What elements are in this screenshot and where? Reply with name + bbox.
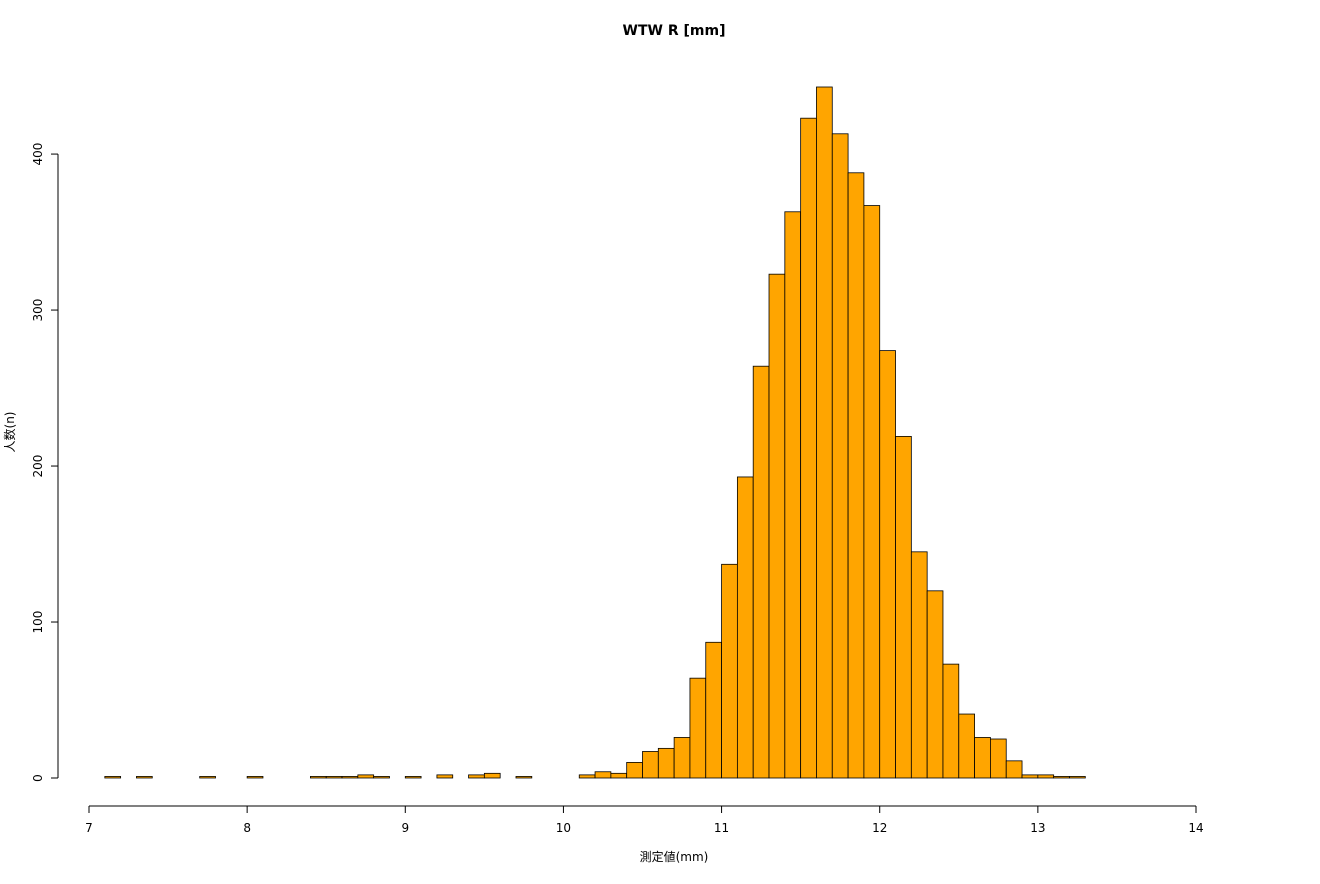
bar	[721, 563, 738, 779]
bar	[1005, 760, 1023, 779]
bar	[847, 172, 865, 779]
x-tick-label: 12	[872, 821, 887, 835]
x-tick-label: 13	[1030, 821, 1045, 835]
bar	[104, 776, 122, 779]
x-axis-label: 測定値(mm)	[640, 849, 709, 864]
bar	[594, 771, 612, 779]
bar	[325, 776, 343, 779]
bar	[910, 551, 928, 779]
bar	[1021, 774, 1039, 779]
x-tick-label: 14	[1188, 821, 1203, 835]
bar	[199, 776, 216, 779]
bar	[578, 774, 596, 779]
y-tick-label: 100	[31, 611, 45, 634]
bar	[784, 211, 802, 779]
bar	[673, 737, 691, 779]
bar	[974, 737, 991, 779]
bar	[373, 776, 390, 779]
bar	[942, 663, 960, 779]
bar	[895, 435, 912, 779]
x-tick-label: 11	[714, 821, 729, 835]
bar	[990, 738, 1007, 779]
bar	[816, 86, 833, 779]
bar	[689, 677, 707, 779]
bar	[1037, 774, 1055, 779]
bar	[341, 776, 359, 779]
chart-title: WTW R [mm]	[623, 23, 726, 39]
bar	[1053, 776, 1070, 779]
bar	[309, 776, 327, 779]
bar	[863, 205, 881, 779]
bar	[752, 365, 770, 779]
bar	[483, 772, 501, 779]
bar	[1069, 776, 1086, 779]
bar	[736, 476, 754, 779]
bar	[768, 273, 786, 779]
bar	[958, 713, 975, 779]
bar	[246, 776, 264, 779]
bar	[831, 133, 849, 779]
bar	[800, 117, 817, 779]
bar	[626, 762, 643, 779]
bar	[136, 776, 153, 779]
y-tick-label: 300	[31, 299, 45, 322]
y-tick-label: 0	[31, 774, 45, 782]
bar	[657, 747, 675, 779]
x-tick-label: 9	[401, 821, 409, 835]
bar	[436, 774, 454, 779]
bar	[404, 776, 422, 779]
x-tick-label: 10	[556, 821, 571, 835]
bar	[879, 350, 896, 779]
bar	[642, 751, 659, 779]
bar	[926, 590, 944, 779]
y-tick-label: 200	[31, 455, 45, 478]
x-tick-label: 8	[243, 821, 251, 835]
bar	[515, 776, 533, 779]
y-tick-label: 400	[31, 143, 45, 166]
bar	[610, 772, 628, 779]
y-axis-label: 人数(n)	[2, 412, 17, 453]
x-tick-label: 7	[85, 821, 93, 835]
bar	[468, 774, 485, 779]
bar	[357, 774, 375, 779]
bar	[705, 641, 722, 779]
